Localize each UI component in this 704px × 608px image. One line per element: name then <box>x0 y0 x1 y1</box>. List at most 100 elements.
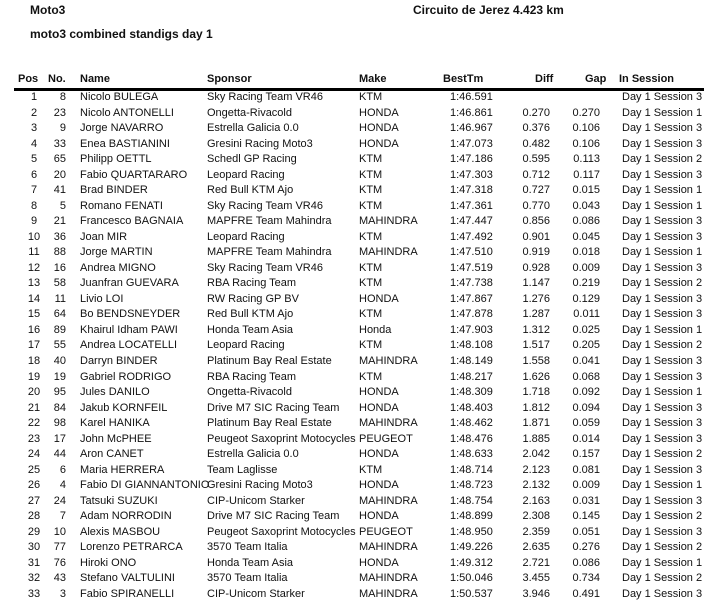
table-row: 21 84 Jakub KORNFEIL Drive M7 SIC Racing Te… <box>0 401 704 416</box>
cell-best-time: 1:47.878 <box>450 308 493 321</box>
cell-rider-name: Fabio QUARTARARO <box>80 168 188 181</box>
cell-gap: 0.117 <box>573 168 600 181</box>
cell-in-session: Day 1 Session 3 <box>622 215 703 228</box>
cell-diff: 2.635 <box>522 541 550 554</box>
cell-best-time: 1:50.537 <box>450 587 493 600</box>
cell-number: 64 <box>53 308 66 321</box>
cell-diff: 2.132 <box>522 479 550 492</box>
cell-in-session: Day 1 Session 3 <box>622 168 703 181</box>
cell-sponsor: Honda Team Asia <box>207 323 294 336</box>
cell-make: HONDA <box>359 479 399 492</box>
cell-number: 40 <box>53 355 66 367</box>
cell-in-session: Day 1 Session 2 <box>622 448 703 461</box>
cell-gap: 0.041 <box>572 355 600 367</box>
cell-make: MAHINDRA <box>359 587 418 600</box>
cell-in-session: Day 1 Session 3 <box>622 463 703 476</box>
cell-in-session: Day 1 Session 3 <box>622 122 703 135</box>
table-row: 32 43 Stefano VALTULINI 3570 Team Italia MAH… <box>0 571 704 586</box>
cell-pos: 3 <box>30 122 38 135</box>
cell-in-session: Day 1 Session 3 <box>622 370 703 383</box>
cell-best-time: 1:47.867 <box>450 292 493 305</box>
cell-rider-name: Jules DANILO <box>80 386 150 399</box>
cell-sponsor: Drive M7 SIC Racing Team <box>207 510 340 523</box>
cell-diff: 1.871 <box>522 417 550 430</box>
cell-gap: 0.219 <box>572 277 600 290</box>
cell-rider-name: Philipp OETTL <box>80 153 152 166</box>
col-besttm: BestTm <box>443 73 484 85</box>
cell-pos: 17 <box>27 339 41 352</box>
cell-gap: 0.025 <box>572 323 600 336</box>
cell-sponsor: Honda Team Asia <box>207 556 294 569</box>
cell-in-session: Day 1 Session 1 <box>622 556 703 569</box>
cell-rider-name: Stefano VALTULINI <box>80 572 175 585</box>
cell-pos: 15 <box>27 308 41 321</box>
cell-make: HONDA <box>359 292 399 305</box>
col-session: In Session <box>619 73 675 85</box>
cell-number: 89 <box>53 323 66 336</box>
cell-pos: 14 <box>27 292 41 305</box>
table-row: 17 55 Andrea LOCATELLI Leopard Racing KTM 1:4… <box>0 338 704 353</box>
cell-sponsor: Peugeot Saxoprint Motocycles <box>207 525 356 538</box>
cell-best-time: 1:46.591 <box>450 91 493 103</box>
cell-make: MAHINDRA <box>359 494 418 507</box>
cell-best-time: 1:46.861 <box>450 106 493 119</box>
cell-rider-name: Jakub KORNFEIL <box>80 401 168 414</box>
cell-sponsor: CIP-Unicom Starker <box>207 587 305 600</box>
cell-number: 95 <box>53 386 66 399</box>
cell-pos: 9 <box>30 215 38 228</box>
cell-pos: 26 <box>27 479 41 492</box>
cell-number: 16 <box>53 261 66 274</box>
cell-sponsor: Leopard Racing <box>207 339 285 352</box>
cell-diff: 0.270 <box>522 106 550 119</box>
cell-diff: 1.287 <box>522 308 550 321</box>
cell-pos: 13 <box>27 277 41 290</box>
cell-number: 17 <box>53 432 66 445</box>
cell-rider-name: Bo BENDSNEYDER <box>80 308 181 321</box>
cell-gap: 0.086 <box>572 556 600 569</box>
table-row: 25 6 Maria HERRERA Team Laglisse KTM 1:48.714… <box>0 463 704 478</box>
cell-diff: 2.123 <box>522 463 550 476</box>
cell-rider-name: Gabriel RODRIGO <box>80 370 172 383</box>
table-row: 16 89 Khairul Idham PAWI Honda Team Asia Hon… <box>0 323 704 338</box>
cell-diff: 1.312 <box>522 323 550 336</box>
cell-in-session: Day 1 Session 1 <box>622 184 703 197</box>
cell-best-time: 1:48.899 <box>450 510 493 523</box>
cell-pos: 20 <box>27 386 41 399</box>
cell-sponsor: Drive M7 SIC Racing Team <box>207 401 340 414</box>
table-row: 31 76 Hiroki ONO Honda Team Asia HONDA 1:49.3… <box>0 556 704 571</box>
cell-make: KTM <box>359 91 383 103</box>
cell-make: KTM <box>359 277 383 290</box>
cell-make: KTM <box>359 230 383 243</box>
cell-make: HONDA <box>359 122 399 135</box>
cell-in-session: Day 1 Session 3 <box>622 137 703 150</box>
document-subtitle: moto3 combined standigs day 1 <box>30 27 213 41</box>
cell-gap: 0.145 <box>572 510 600 523</box>
cell-in-session: Day 1 Session 3 <box>622 494 703 507</box>
cell-diff: 3.455 <box>522 572 550 585</box>
cell-best-time: 1:47.073 <box>450 137 493 150</box>
cell-in-session: Day 1 Session 1 <box>622 106 703 119</box>
cell-number: 10 <box>53 525 66 538</box>
cell-make: HONDA <box>359 510 399 523</box>
cell-make: MAHINDRA <box>359 215 418 228</box>
cell-rider-name: Khairul Idham PAWI <box>80 323 178 336</box>
cell-sponsor: Gresini Racing Moto3 <box>207 137 313 150</box>
cell-in-session: Day 1 Session 1 <box>622 479 703 492</box>
table-row: 4 33 Enea BASTIANINI Gresini Racing Moto3 HO… <box>0 137 704 152</box>
cell-gap: 0.051 <box>572 525 600 538</box>
cell-diff: 2.359 <box>522 525 550 538</box>
cell-diff: 0.770 <box>522 199 550 212</box>
table-row: 11 88 Jorge MARTIN MAPFRE Team Mahindra MAHI… <box>0 245 704 260</box>
cell-sponsor: Estrella Galicia 0.0 <box>207 122 299 135</box>
table-row: 19 19 Gabriel RODRIGO RBA Racing Team KTM 1:4… <box>0 370 704 385</box>
cell-gap: 0.014 <box>572 432 600 445</box>
cell-pos: 12 <box>27 261 41 274</box>
cell-make: MAHINDRA <box>359 572 418 585</box>
cell-best-time: 1:47.186 <box>450 153 493 166</box>
cell-sponsor: MAPFRE Team Mahindra <box>207 215 332 228</box>
table-row: 1 8 Nicolo BULEGA Sky Racing Team VR46 KTM 1:… <box>0 90 704 105</box>
table-row: 2 23 Nicolo ANTONELLI Ongetta-Rivacold HONDA… <box>0 106 704 121</box>
table-row: 14 11 Livio LOI RW Racing GP BV HONDA 1:47.86… <box>0 292 704 307</box>
cell-make: MAHINDRA <box>359 246 418 259</box>
cell-in-session: Day 1 Session 3 <box>622 230 703 243</box>
